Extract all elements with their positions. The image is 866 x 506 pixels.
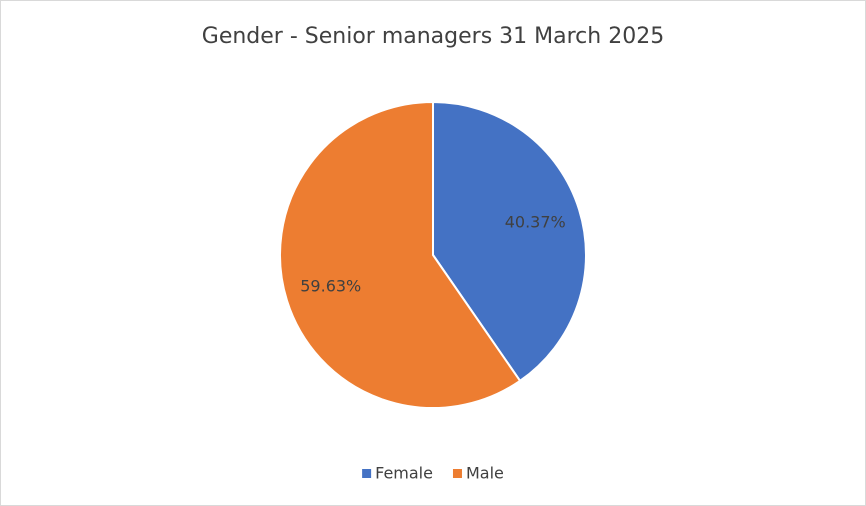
legend-label: Male (466, 464, 504, 483)
legend-swatch (362, 469, 372, 478)
legend-swatch (452, 469, 462, 478)
data-label: 59.63% (300, 276, 361, 295)
legend-label: Female (375, 464, 433, 483)
pie-slice (279, 100, 522, 409)
chart-title: Gender - Senior managers 31 March 2025 (202, 24, 664, 49)
data-label: 40.37% (505, 213, 566, 232)
pie-slice (432, 100, 587, 383)
